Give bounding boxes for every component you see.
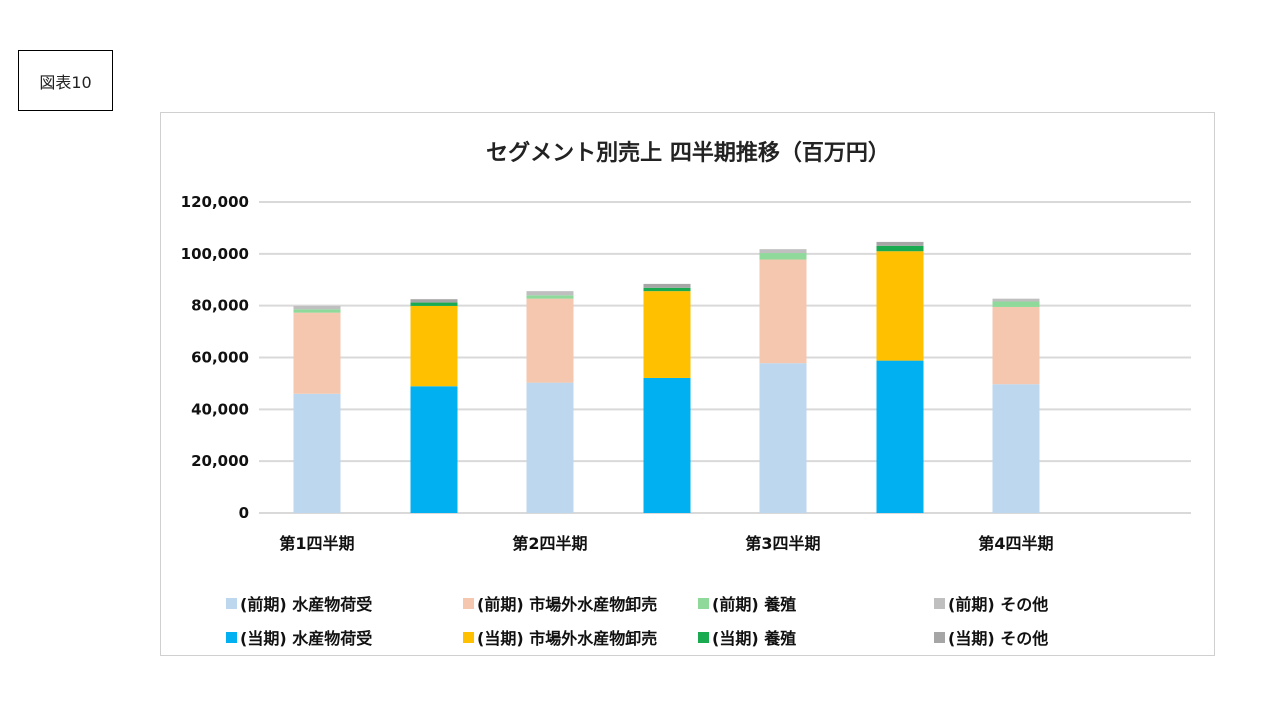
bar-segment [643, 283, 691, 288]
bar-segment [293, 309, 341, 313]
bar-segment [410, 305, 458, 387]
legend-swatch [463, 598, 474, 609]
bar-segment [410, 386, 458, 513]
bar-segment [876, 251, 924, 361]
bar-segment [410, 302, 458, 306]
chart-container: セグメント別売上 四半期推移（百万円） 0 20,000 40,000 60,000 8… [160, 112, 1215, 656]
y-tick-label: 0 [239, 504, 249, 522]
bar-segment [759, 259, 807, 364]
bar-segment [526, 295, 574, 299]
bar-segment [992, 298, 1040, 302]
legend-swatch [934, 632, 945, 643]
x-category-label: 第2四半期 [512, 534, 587, 553]
legend-swatch [698, 598, 709, 609]
x-category-label: 第3四半期 [745, 534, 820, 553]
legend-swatch [698, 632, 709, 643]
bar-segment [876, 245, 924, 252]
legend-label: (前期) 市場外水産物卸売 [477, 595, 657, 614]
chart-title: セグメント別売上 四半期推移（百万円） [486, 140, 890, 166]
bar-segment [293, 393, 341, 513]
x-category-label: 第4四半期 [978, 534, 1053, 553]
y-tick-label: 20,000 [191, 452, 249, 470]
bar-segment [759, 253, 807, 260]
legend-label: (当期) 養殖 [712, 629, 796, 648]
legend-swatch [934, 598, 945, 609]
bar-segment [643, 287, 691, 292]
bar-segment [992, 301, 1040, 307]
legend-label: (前期) 水産物荷受 [240, 595, 372, 614]
bar-segment [992, 306, 1040, 385]
stacked-bar-chart: セグメント別売上 四半期推移（百万円） 0 20,000 40,000 60,000 8… [181, 140, 1191, 648]
legend-label: (前期) その他 [948, 595, 1048, 614]
bar-segment [643, 291, 691, 378]
y-tick-label: 100,000 [181, 245, 249, 263]
bar-segment [643, 377, 691, 513]
bar-segment [992, 384, 1040, 513]
y-tick-label: 80,000 [191, 297, 249, 315]
x-category-label: 第1四半期 [279, 534, 354, 553]
legend-label: (当期) 水産物荷受 [240, 629, 372, 648]
bar-segment [759, 249, 807, 254]
legend-label: (当期) 市場外水産物卸売 [477, 629, 657, 648]
legend-swatch [226, 598, 237, 609]
bar-segment [876, 360, 924, 513]
bar-segment [526, 298, 574, 383]
y-tick-label: 120,000 [181, 193, 249, 211]
bar-segment [759, 363, 807, 513]
bar-segment [410, 299, 458, 303]
legend-swatch [463, 632, 474, 643]
bar-segment [293, 312, 341, 394]
legend-swatch [226, 632, 237, 643]
y-tick-label: 40,000 [191, 400, 249, 418]
legend-label: (前期) 養殖 [712, 595, 796, 614]
y-tick-label: 60,000 [191, 349, 249, 367]
bar-segment [293, 305, 341, 310]
legend-label: (当期) その他 [948, 629, 1048, 648]
figure-label: 図表10 [18, 50, 113, 111]
bar-segment [876, 241, 924, 246]
bar-segment [526, 382, 574, 513]
bar-segment [526, 291, 574, 296]
